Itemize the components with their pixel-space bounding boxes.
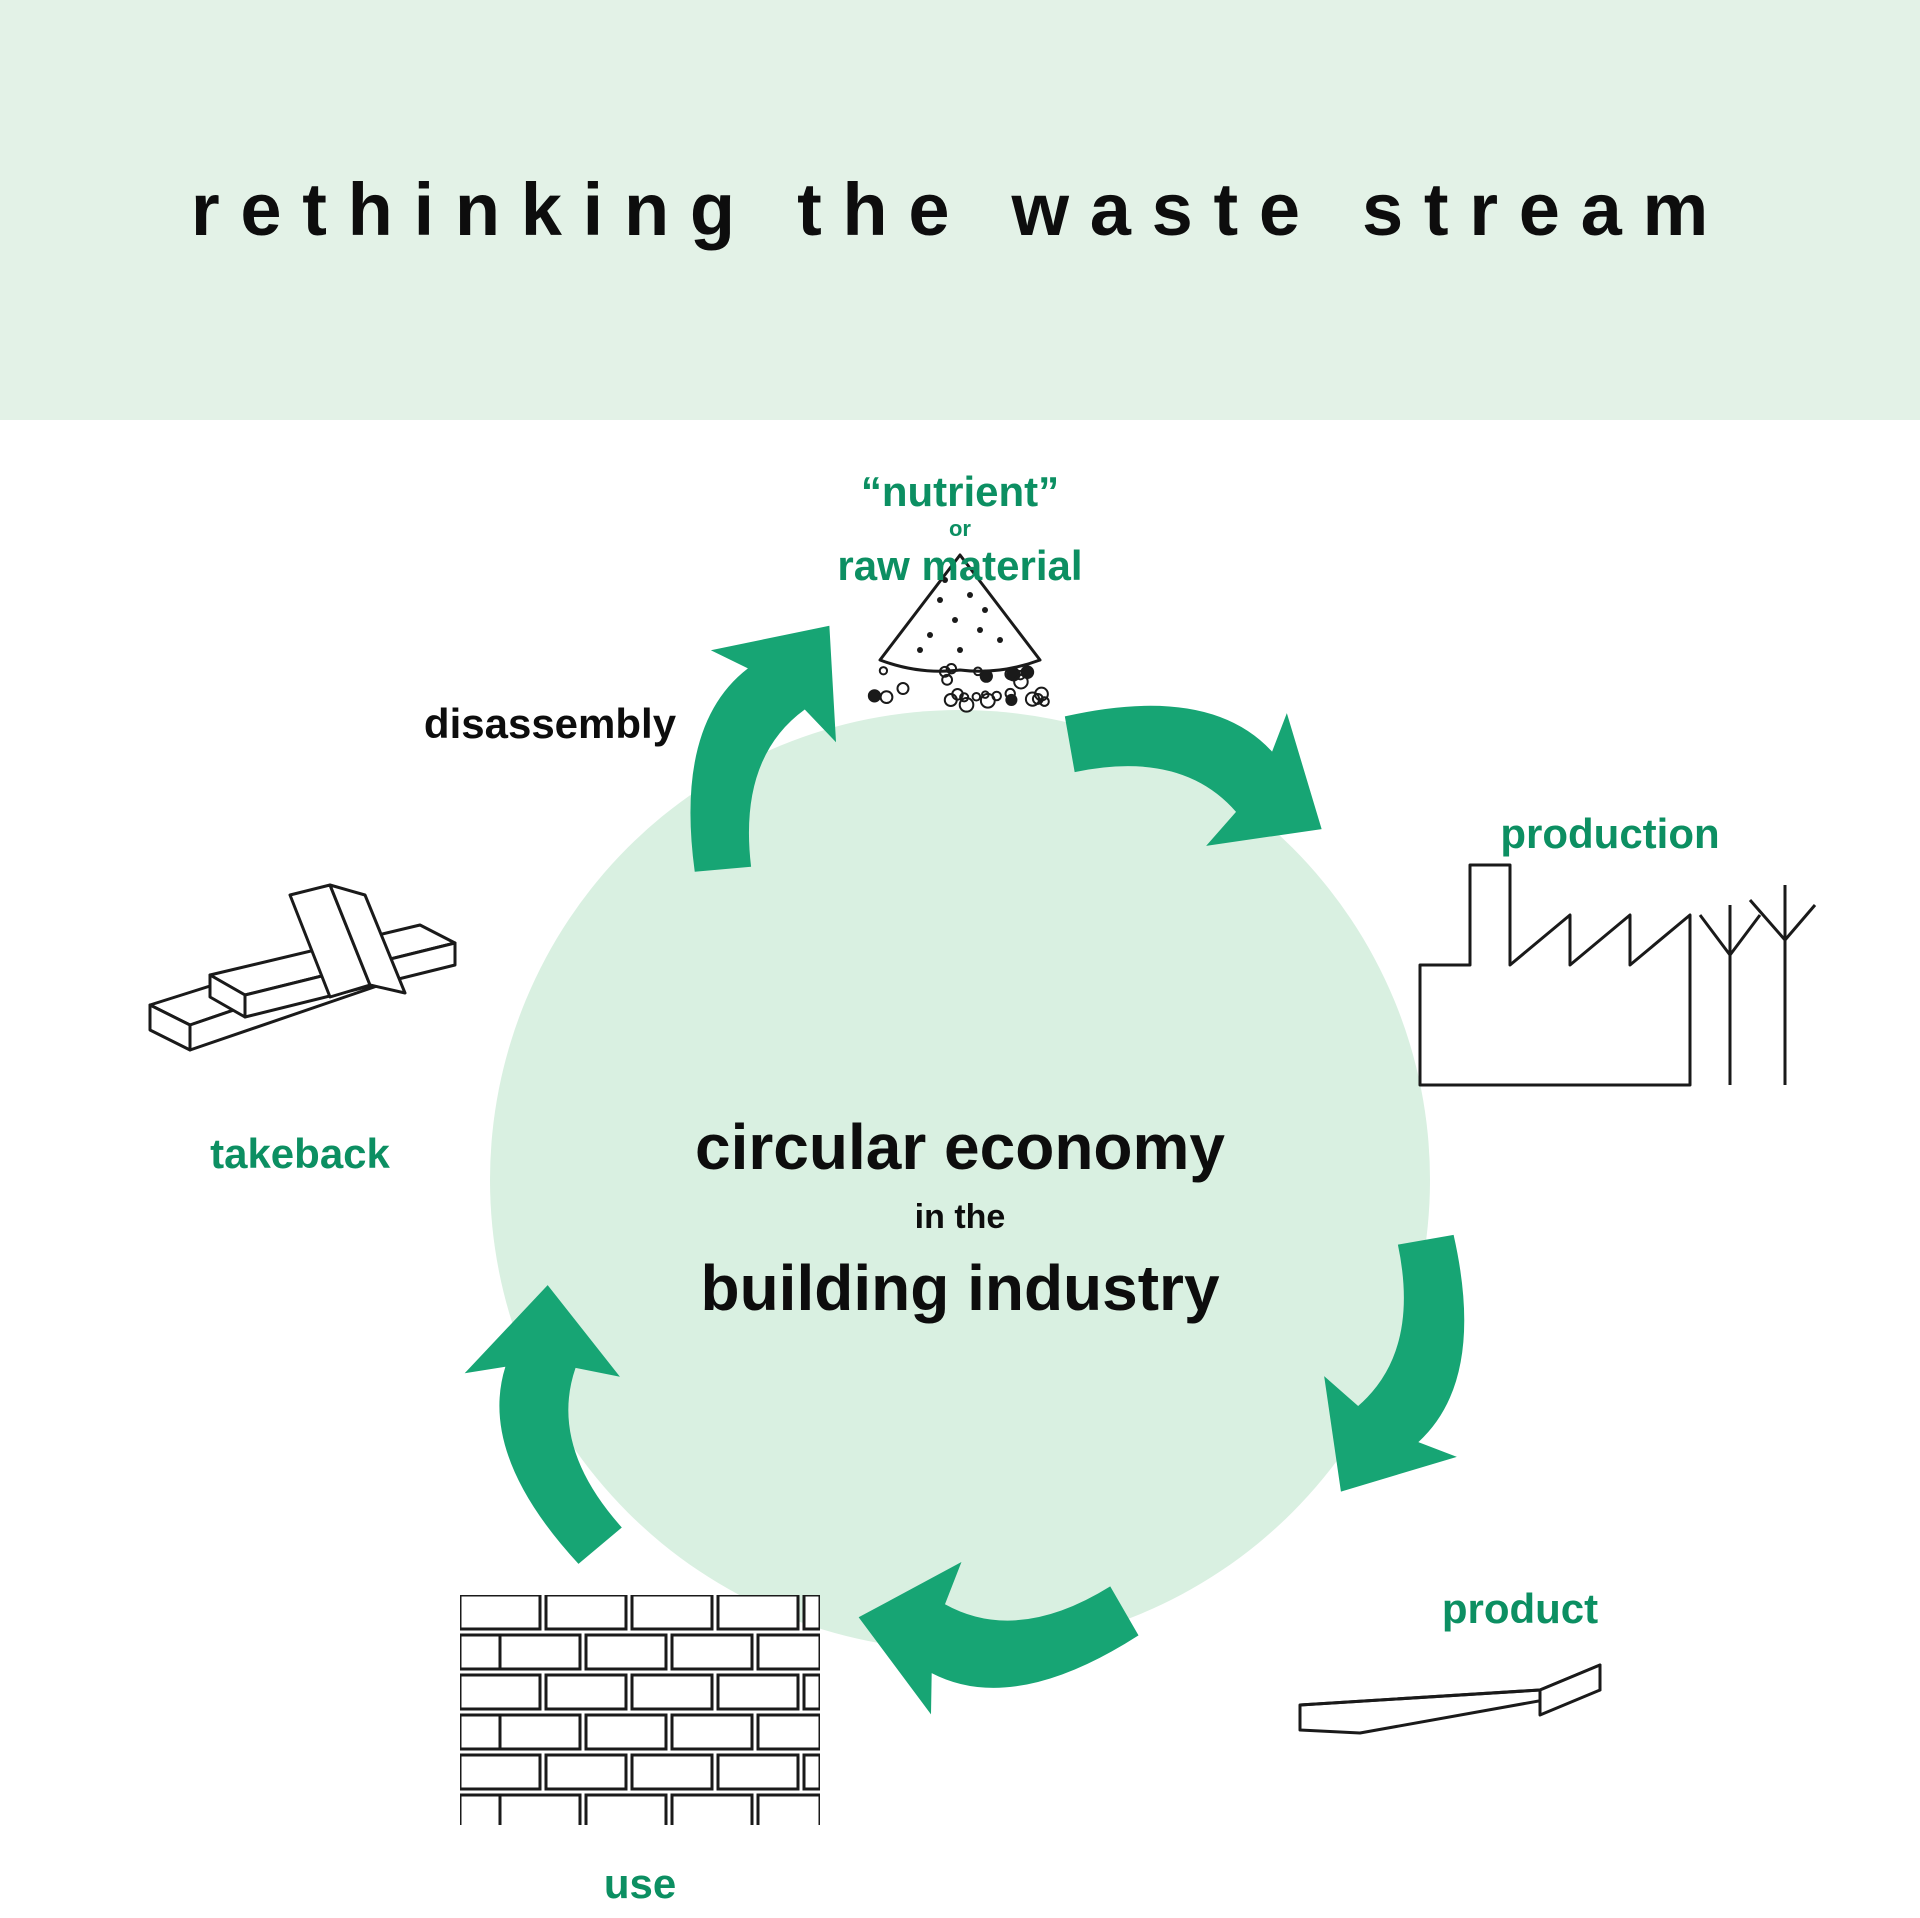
plank-icon <box>1280 1645 1620 1755</box>
factory-icon <box>1400 845 1820 1105</box>
center-line2: in the <box>560 1198 1360 1237</box>
diagram: “nutrient”orraw material production prod… <box>0 420 1920 1918</box>
center-caption: circular economy in the building industr… <box>560 1110 1360 1325</box>
header-band: rethinking the waste stream <box>0 0 1920 420</box>
lumber-icon <box>120 865 480 1085</box>
center-line1: circular economy <box>560 1110 1360 1184</box>
label-nutrient: “nutrient”orraw material <box>837 468 1082 590</box>
label-takeback: takeback <box>210 1130 390 1178</box>
center-line3: building industry <box>560 1251 1360 1325</box>
label-product: product <box>1442 1585 1598 1633</box>
label-disassembly: disassembly <box>424 700 676 748</box>
label-production: production <box>1500 810 1719 858</box>
wall-icon <box>460 1595 820 1825</box>
page-title: rethinking the waste stream <box>191 169 1729 250</box>
label-use: use <box>604 1860 676 1908</box>
